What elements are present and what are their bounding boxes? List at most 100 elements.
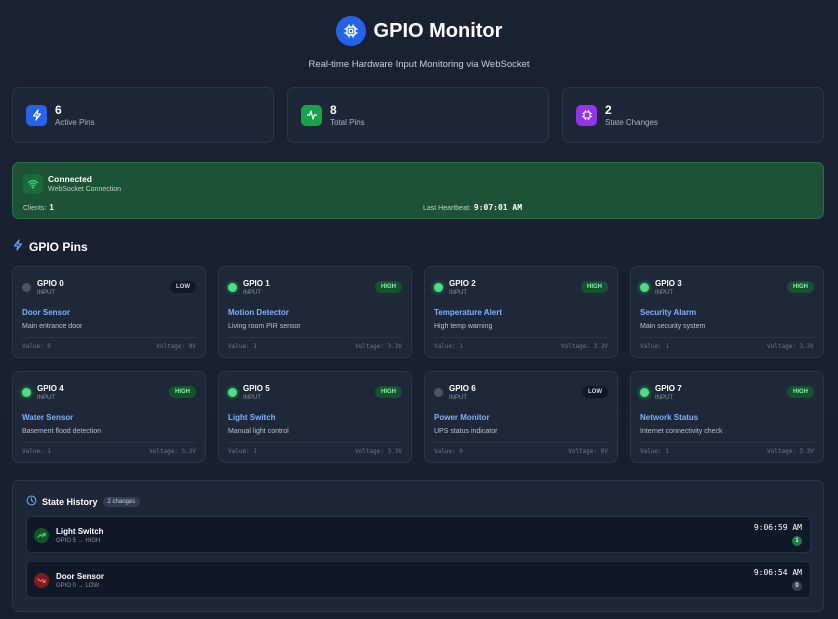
gpio-pins-heading: GPIO Pins <box>12 239 88 254</box>
pin-description: Basement flood detection <box>22 428 101 435</box>
stat-card-state-changes: 2 State Changes <box>562 87 824 143</box>
pin-name: GPIO 1 <box>243 279 270 288</box>
history-count-badge: 2 changes <box>102 496 141 507</box>
pin-description: Main security system <box>640 323 706 330</box>
pin-label: Network Status <box>640 413 699 422</box>
pin-voltage: Voltage: 3.3V <box>355 343 402 350</box>
clients-label: Clients: <box>23 205 47 212</box>
pin-mode: INPUT <box>655 290 673 296</box>
history-title: State History <box>42 496 98 507</box>
pin-card-gpio-7[interactable]: GPIO 7 INPUT HIGH Network Status Interne… <box>630 371 824 463</box>
state-badge: HIGH <box>787 386 814 398</box>
pin-value: Value: 1 <box>640 448 669 455</box>
pin-card-gpio-3[interactable]: GPIO 3 INPUT HIGH Security Alarm Main se… <box>630 266 824 358</box>
state-badge: HIGH <box>787 281 814 293</box>
pin-card-gpio-4[interactable]: GPIO 4 INPUT HIGH Water Sensor Basement … <box>12 371 206 463</box>
pin-mode: INPUT <box>37 290 55 296</box>
connection-subtitle: WebSocket Connection <box>48 186 122 193</box>
trending-up-icon <box>34 528 49 543</box>
status-dot <box>640 388 649 397</box>
pin-card-gpio-6[interactable]: GPIO 6 INPUT LOW Power Monitor UPS statu… <box>424 371 618 463</box>
state-badge: HIGH <box>169 386 196 398</box>
bolt-icon <box>12 239 24 254</box>
pin-name: GPIO 2 <box>449 279 476 288</box>
divider <box>228 337 402 338</box>
pin-grid: GPIO 0 INPUT LOW Door Sensor Main entran… <box>12 266 824 463</box>
connection-status: Connected <box>48 174 92 184</box>
pin-value: Value: 1 <box>228 448 257 455</box>
pin-label: Water Sensor <box>22 413 74 422</box>
pin-voltage: Voltage: 3.3V <box>767 448 814 455</box>
history-item[interactable]: Door Sensor GPIO 0 → LOW 9:06:54 AM 0 <box>26 561 811 598</box>
history-item-name: Door Sensor <box>56 572 105 581</box>
pin-voltage: Voltage: 3.3V <box>767 343 814 350</box>
status-dot <box>228 388 237 397</box>
wifi-icon <box>23 174 43 194</box>
pin-footer: Value: 1 Voltage: 3.3V <box>434 343 608 350</box>
pin-card-gpio-5[interactable]: GPIO 5 INPUT HIGH Light Switch Manual li… <box>218 371 412 463</box>
stat-value: 2 <box>605 103 612 117</box>
history-item-time: 9:06:59 AM <box>753 523 802 532</box>
stat-card-active-pins: 6 Active Pins <box>12 87 274 143</box>
pin-label: Security Alarm <box>640 308 697 317</box>
history-item-value: 1 <box>792 536 802 546</box>
state-badge: HIGH <box>375 281 402 293</box>
stat-label: Total Pins <box>330 118 365 127</box>
section-title: GPIO Pins <box>29 239 88 254</box>
activity-icon <box>301 104 322 126</box>
pin-value: Value: 1 <box>22 448 51 455</box>
status-dot <box>640 283 649 292</box>
state-history-panel: State History 2 changes Light Switch GPI… <box>12 480 824 612</box>
pin-footer: Value: 0 Voltage: 0V <box>22 343 196 350</box>
state-badge: HIGH <box>375 386 402 398</box>
pin-description: Living room PIR sensor <box>228 323 301 330</box>
pin-name: GPIO 6 <box>449 384 476 393</box>
pin-description: Main entrance door <box>22 323 83 330</box>
stats-row: 6 Active Pins 8 Total Pins 2 State Chang… <box>12 87 824 143</box>
state-badge: LOW <box>170 281 196 293</box>
divider <box>22 442 196 443</box>
pin-label: Power Monitor <box>434 413 490 422</box>
pin-label: Motion Detector <box>228 308 289 317</box>
history-item-name: Light Switch <box>56 527 104 536</box>
pin-value: Value: 1 <box>434 343 463 350</box>
divider <box>640 442 814 443</box>
status-dot <box>434 283 443 292</box>
history-item[interactable]: Light Switch GPIO 5 → HIGH 9:06:59 AM 1 <box>26 516 811 553</box>
heartbeat-value: 9:07:01 AM <box>473 203 523 212</box>
clients-info: Clients: 1 <box>23 203 54 212</box>
pin-card-gpio-0[interactable]: GPIO 0 INPUT LOW Door Sensor Main entran… <box>12 266 206 358</box>
pin-footer: Value: 1 Voltage: 3.3V <box>22 448 196 455</box>
divider <box>434 337 608 338</box>
history-item-value: 0 <box>792 581 802 591</box>
page-title: GPIO Monitor <box>373 19 503 42</box>
pin-name: GPIO 5 <box>243 384 270 393</box>
pin-description: Internet connectivity check <box>640 428 723 435</box>
pin-mode: INPUT <box>655 395 673 401</box>
pin-voltage: Voltage: 3.3V <box>149 448 196 455</box>
pin-voltage: Voltage: 0V <box>568 448 608 455</box>
stat-card-total-pins: 8 Total Pins <box>287 87 549 143</box>
page-header: GPIO Monitor Real-time Hardware Input Mo… <box>0 16 838 70</box>
pin-footer: Value: 0 Voltage: 0V <box>434 448 608 455</box>
divider <box>22 337 196 338</box>
stat-value: 6 <box>55 103 62 117</box>
pin-voltage: Voltage: 3.3V <box>561 343 608 350</box>
status-dot <box>228 283 237 292</box>
heartbeat-info: Last Heartbeat: 9:07:01 AM <box>423 203 522 212</box>
history-header: State History 2 changes <box>26 495 141 508</box>
connection-panel: Connected WebSocket Connection Clients: 1… <box>12 162 824 219</box>
pin-card-gpio-2[interactable]: GPIO 2 INPUT HIGH Temperature Alert High… <box>424 266 618 358</box>
pin-description: High temp warning <box>434 323 493 330</box>
pin-footer: Value: 1 Voltage: 3.3V <box>228 343 402 350</box>
pin-card-gpio-1[interactable]: GPIO 1 INPUT HIGH Motion Detector Living… <box>218 266 412 358</box>
history-item-detail: GPIO 5 → HIGH <box>56 538 101 544</box>
pin-mode: INPUT <box>243 395 261 401</box>
chip-icon <box>576 104 597 126</box>
heartbeat-label: Last Heartbeat: <box>423 205 471 212</box>
pin-mode: INPUT <box>449 290 467 296</box>
clock-icon <box>26 495 37 508</box>
state-badge: HIGH <box>581 281 608 293</box>
pin-label: Door Sensor <box>22 308 71 317</box>
state-badge: LOW <box>582 386 608 398</box>
